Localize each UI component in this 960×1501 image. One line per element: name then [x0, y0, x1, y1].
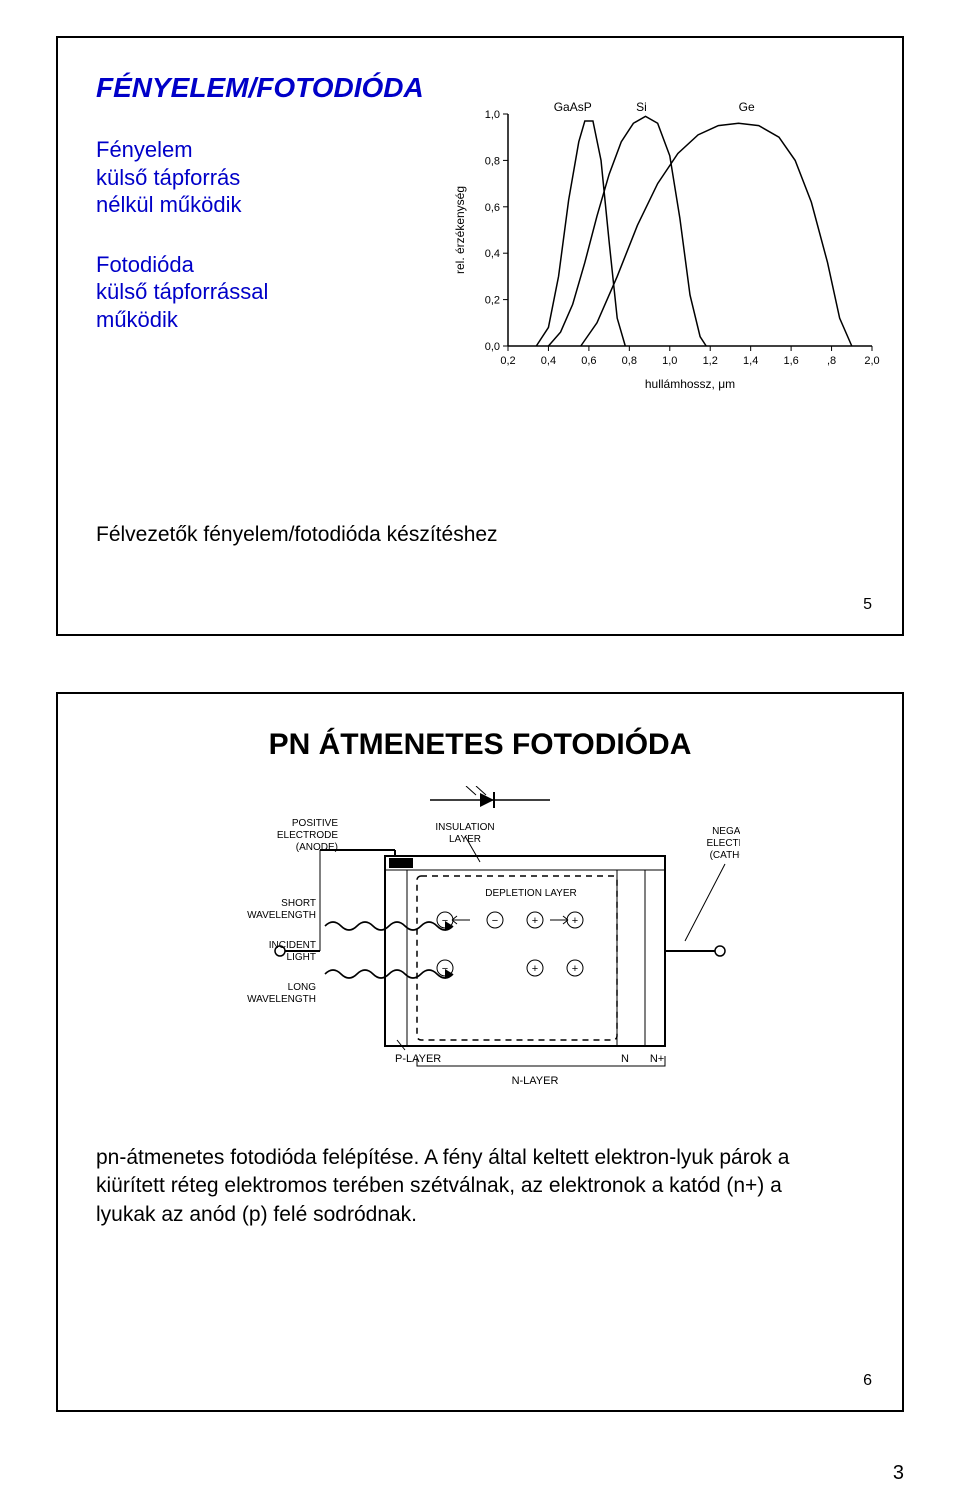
- slide2-caption: pn-átmenetes fotodióda felépítése. A fén…: [96, 1144, 864, 1229]
- svg-text:+: +: [532, 963, 538, 975]
- svg-text:0,2: 0,2: [500, 355, 515, 367]
- svg-text:2,0: 2,0: [864, 355, 879, 367]
- svg-text:LIGHT: LIGHT: [287, 952, 316, 963]
- svg-text:0,0: 0,0: [485, 341, 500, 353]
- svg-text:N: N: [621, 1053, 629, 1065]
- svg-text:LONG: LONG: [288, 982, 317, 993]
- svg-text:hullámhossz, μm: hullámhossz, μm: [645, 377, 735, 391]
- svg-text:NEGATIVE: NEGATIVE: [712, 826, 740, 837]
- svg-text:P-LAYER: P-LAYER: [395, 1053, 441, 1065]
- svg-text:0,6: 0,6: [485, 202, 500, 214]
- slide1-caption: Félvezetők fényelem/fotodióda készítéshe…: [96, 523, 864, 547]
- svg-text:0,8: 0,8: [485, 155, 500, 167]
- svg-text:DEPLETION LAYER: DEPLETION LAYER: [485, 888, 577, 899]
- slide1-number: 5: [863, 596, 872, 614]
- svg-text:0,2: 0,2: [485, 295, 500, 307]
- svg-text:WAVELENGTH: WAVELENGTH: [247, 910, 316, 921]
- slide2-title: PN ÁTMENETES FOTODIÓDA: [96, 728, 864, 762]
- svg-text:1,0: 1,0: [485, 109, 500, 121]
- svg-text:GaAsP: GaAsP: [554, 100, 592, 114]
- svg-text:1,4: 1,4: [743, 355, 758, 367]
- svg-text:0,6: 0,6: [581, 355, 596, 367]
- svg-text:(CATHODE): (CATHODE): [710, 850, 740, 861]
- svg-text:,8: ,8: [827, 355, 836, 367]
- svg-text:+: +: [572, 915, 578, 927]
- svg-text:1,2: 1,2: [703, 355, 718, 367]
- svg-text:N-LAYER: N-LAYER: [512, 1075, 559, 1087]
- svg-text:0,4: 0,4: [541, 355, 556, 367]
- svg-text:INSULATION: INSULATION: [435, 822, 494, 833]
- svg-text:ELECTRODE: ELECTRODE: [706, 838, 740, 849]
- svg-text:0,8: 0,8: [622, 355, 637, 367]
- svg-text:WAVELENGTH: WAVELENGTH: [247, 994, 316, 1005]
- slide-1: FÉNYELEM/FOTODIÓDA Fényelem külső tápfor…: [56, 36, 904, 636]
- slide-2: PN ÁTMENETES FOTODIÓDA −−−++++POSITIVEEL…: [56, 692, 904, 1412]
- page: FÉNYELEM/FOTODIÓDA Fényelem külső tápfor…: [0, 0, 960, 1501]
- slide2-number: 6: [863, 1372, 872, 1390]
- photodiode-diagram: −−−++++POSITIVEELECTRODE(ANODE)INSULATIO…: [220, 786, 740, 1116]
- svg-text:−: −: [442, 915, 448, 927]
- svg-text:POSITIVE: POSITIVE: [292, 818, 338, 829]
- svg-text:Si: Si: [636, 100, 647, 114]
- svg-text:+: +: [572, 963, 578, 975]
- svg-text:+: +: [532, 915, 538, 927]
- svg-text:Ge: Ge: [739, 100, 755, 114]
- svg-text:N+: N+: [650, 1053, 664, 1065]
- svg-text:1,0: 1,0: [662, 355, 677, 367]
- svg-text:(ANODE): (ANODE): [296, 842, 338, 853]
- svg-text:1,6: 1,6: [783, 355, 798, 367]
- svg-text:ELECTRODE: ELECTRODE: [277, 830, 338, 841]
- svg-text:LAYER: LAYER: [449, 834, 481, 845]
- svg-text:rel. érzékenység: rel. érzékenység: [453, 186, 467, 274]
- svg-text:−: −: [492, 915, 498, 927]
- svg-text:−: −: [442, 963, 448, 975]
- sensitivity-chart: 0,00,20,40,60,81,00,20,40,60,81,01,21,41…: [448, 94, 888, 394]
- page-number: 3: [893, 1462, 904, 1485]
- svg-text:INCIDENT: INCIDENT: [269, 940, 316, 951]
- svg-text:0,4: 0,4: [485, 248, 500, 260]
- svg-text:SHORT: SHORT: [281, 898, 316, 909]
